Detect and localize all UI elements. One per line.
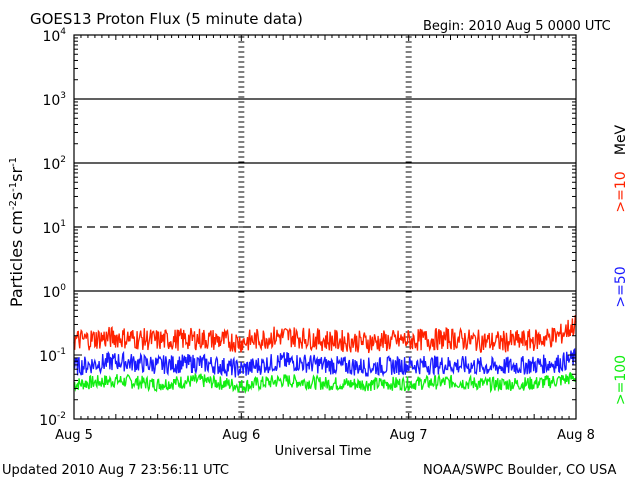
y-tick-label: 104 xyxy=(42,27,66,45)
y-tick-label-base: 10 xyxy=(42,93,60,109)
legend-ge10: >=10 xyxy=(613,171,629,212)
y-axis-title-exp1: -2 xyxy=(8,200,19,210)
y-axis-title-s: s xyxy=(7,192,26,200)
y-tick-label-exp: 1 xyxy=(60,219,66,229)
legend-unit: MeV xyxy=(613,124,629,155)
credit-label: NOAA/SWPC Boulder, CO USA xyxy=(423,463,616,478)
y-tick-label-exp: 4 xyxy=(60,27,66,37)
y-tick-label-exp: 0 xyxy=(60,283,66,293)
y-tick-label-exp: 3 xyxy=(60,91,66,101)
y-tick-label-base: 10 xyxy=(39,413,57,429)
y-tick-label: 102 xyxy=(42,155,66,173)
y-tick-label-base: 10 xyxy=(42,221,60,237)
series-trace-1 xyxy=(73,347,577,378)
y-tick-label-base: 10 xyxy=(42,157,60,173)
y-axis-title-sr: sr xyxy=(7,167,26,182)
y-tick-label: 100 xyxy=(42,283,66,301)
y-tick-label: 10-2 xyxy=(39,411,66,429)
x-tick-label: Aug 8 xyxy=(557,428,595,443)
begin-date-label: Begin: 2010 Aug 5 0000 UTC xyxy=(423,19,611,34)
y-tick-label-base: 10 xyxy=(39,349,57,365)
y-tick-label: 101 xyxy=(42,219,66,237)
y-axis-title: Particles cm-2s-1sr-1 xyxy=(7,157,26,307)
y-axis-title-exp3: -1 xyxy=(8,157,19,167)
x-tick-label: Aug 6 xyxy=(222,428,260,443)
series-trace-2 xyxy=(73,372,577,394)
updated-timestamp: Updated 2010 Aug 7 23:56:11 UTC xyxy=(2,463,229,478)
chart-title: GOES13 Proton Flux (5 minute data) xyxy=(30,10,303,28)
series-trace-0 xyxy=(73,315,577,354)
y-tick-label-exp: -2 xyxy=(57,411,66,421)
y-tick-label: 10-1 xyxy=(39,347,66,365)
x-axis-title: Universal Time xyxy=(275,444,372,459)
x-tick-label: Aug 7 xyxy=(390,428,428,443)
y-tick-label-exp: 2 xyxy=(60,155,66,165)
legend-ge100: >=100 xyxy=(613,355,629,405)
y-tick-label-base: 10 xyxy=(42,29,60,45)
y-axis-title-exp2: -1 xyxy=(8,182,19,192)
y-axis-title-text: Particles cm xyxy=(7,210,26,307)
x-tick-label: Aug 5 xyxy=(55,428,93,443)
y-tick-label-base: 10 xyxy=(42,285,60,301)
y-tick-label: 103 xyxy=(42,91,66,109)
y-tick-label-exp: -1 xyxy=(57,347,66,357)
legend-ge50: >=50 xyxy=(613,266,629,307)
